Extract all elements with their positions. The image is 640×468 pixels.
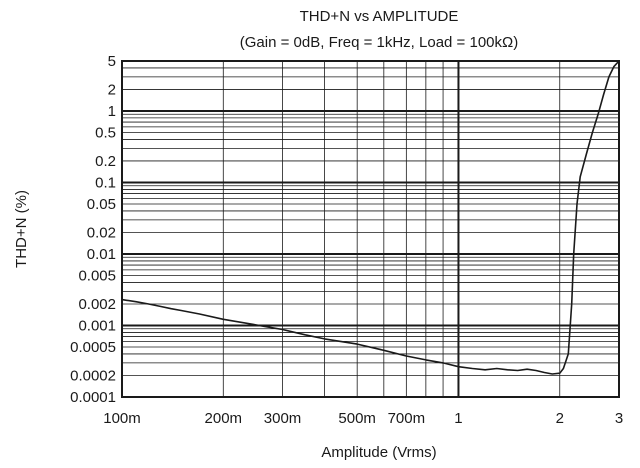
y-tick-label: 0.0002 bbox=[70, 367, 116, 384]
y-tick-label: 2 bbox=[108, 81, 116, 98]
x-tick-label: 700m bbox=[388, 410, 426, 427]
x-tick-label: 500m bbox=[338, 410, 376, 427]
x-tick-label: 100m bbox=[103, 410, 141, 427]
chart-subtitle: (Gain = 0dB, Freq = 1kHz, Load = 100kΩ) bbox=[240, 34, 518, 51]
y-tick-label: 1 bbox=[108, 103, 116, 120]
grid bbox=[122, 61, 619, 397]
x-tick-label: 2 bbox=[556, 410, 564, 427]
y-tick-label: 0.002 bbox=[78, 296, 116, 313]
y-tick-label: 0.1 bbox=[95, 174, 116, 191]
y-tick-label: 0.05 bbox=[87, 196, 116, 213]
y-tick-label: 0.005 bbox=[78, 268, 116, 285]
series-layer bbox=[121, 60, 620, 375]
plot-frame bbox=[121, 60, 620, 398]
tick-labels: 5 2 1 0.5 0.2 0.1 0.05 0.02 0.01 0.005 0.002 0.001 0… bbox=[70, 53, 623, 427]
y-axis-label: THD+N (%) bbox=[13, 190, 30, 268]
x-tick-label: 1 bbox=[454, 410, 462, 427]
x-tick-label: 200m bbox=[205, 410, 243, 427]
x-axis-label: Amplitude (Vrms) bbox=[321, 444, 436, 461]
chart-title: THD+N vs AMPLITUDE bbox=[300, 8, 459, 25]
series-line bbox=[121, 60, 620, 375]
y-tick-label: 0.2 bbox=[95, 153, 116, 170]
x-tick-label: 3 bbox=[615, 410, 623, 427]
y-tick-label: 0.001 bbox=[78, 317, 116, 334]
y-tick-label: 5 bbox=[108, 53, 116, 70]
x-tick-label: 300m bbox=[264, 410, 302, 427]
y-tick-label: 0.02 bbox=[87, 224, 116, 241]
y-tick-label: 0.0001 bbox=[70, 389, 116, 406]
y-tick-label: 0.5 bbox=[95, 125, 116, 142]
y-tick-label: 0.0005 bbox=[70, 339, 116, 356]
y-tick-label: 0.01 bbox=[87, 246, 116, 263]
